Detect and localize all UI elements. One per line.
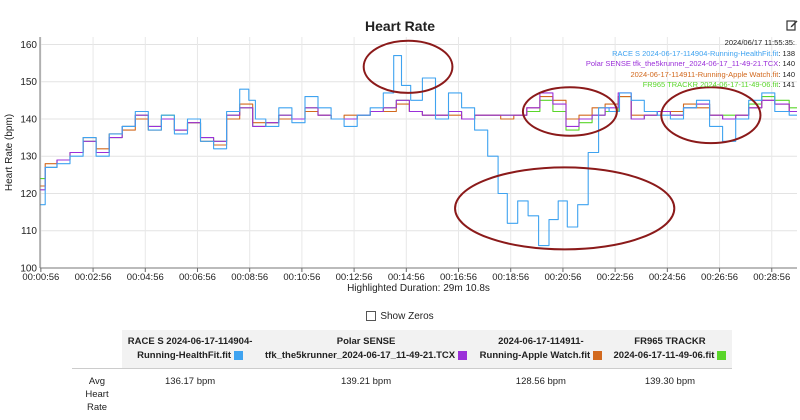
summary-value-fr965: 139.30 bpm	[608, 369, 732, 420]
tooltip-series-name: Polar SENSE tfk_the5krunner_2024-06-17_1…	[586, 59, 778, 68]
summary-value-apple: 128.56 bpm	[474, 369, 608, 420]
y-axis-label: Heart Rate (bpm)	[4, 114, 15, 191]
tooltip-row-fr965: FR965 TRACKR 2024-06-17-11-49-06.fit: 14…	[586, 80, 795, 91]
tooltip-row-race-s: RACE S 2024-06-17-114904-Running-HealthF…	[586, 49, 795, 60]
tooltip-series-value: 140	[782, 70, 795, 79]
annotation-circle	[455, 167, 674, 249]
tooltip-time: 2024/06/17 11:55:35:	[586, 38, 795, 49]
tooltip-series-name: FR965 TRACKR 2024-06-17-11-49-06.fit	[643, 80, 779, 89]
summary-value-race-s: 136.17 bpm	[122, 369, 258, 420]
y-tick-label: 150	[20, 77, 37, 88]
summary-header-row: RACE S 2024-06-17-114904-Running-HealthF…	[72, 330, 732, 369]
show-zeros-label: Show Zeros	[380, 311, 433, 322]
tooltip-row-polar: Polar SENSE tfk_the5krunner_2024-06-17_1…	[586, 59, 795, 70]
tooltip-series-value: 140	[782, 59, 795, 68]
y-tick-label: 160	[20, 40, 37, 51]
color-swatch	[717, 351, 726, 360]
hover-tooltip: 2024/06/17 11:55:35: RACE S 2024-06-17-1…	[586, 38, 795, 91]
color-swatch	[458, 351, 467, 360]
x-tick-label: 00:22:56	[597, 272, 634, 283]
x-tick-label: 00:24:56	[649, 272, 686, 283]
x-tick-label: 00:16:56	[440, 272, 477, 283]
x-tick-label: 00:04:56	[127, 272, 164, 283]
y-tick-label: 120	[20, 189, 37, 200]
color-swatch	[593, 351, 602, 360]
x-tick-label: 00:00:56	[22, 272, 59, 283]
x-tick-label: 00:02:56	[75, 272, 112, 283]
tooltip-series-name: 2024-06-17-114911-Running-Apple Watch.fi…	[630, 70, 778, 79]
y-tick-label: 130	[20, 152, 37, 163]
y-tick-label: 140	[20, 114, 37, 125]
x-axis-label: Highlighted Duration: 29m 10.8s	[347, 283, 490, 294]
summary-header-apple: 2024-06-17-114911-Running-Apple Watch.fi…	[474, 330, 608, 369]
tooltip-series-name: RACE S 2024-06-17-114904-Running-HealthF…	[612, 49, 778, 58]
x-tick-label: 00:20:56	[544, 272, 581, 283]
summary-header-race-s: RACE S 2024-06-17-114904-Running-HealthF…	[122, 330, 258, 369]
x-tick-label: 00:12:56	[336, 272, 373, 283]
x-tick-label: 00:26:56	[701, 272, 738, 283]
x-tick-label: 00:10:56	[283, 272, 320, 283]
x-tick-label: 00:06:56	[179, 272, 216, 283]
x-tick-label: 00:18:56	[492, 272, 529, 283]
tooltip-series-value: 141	[782, 80, 795, 89]
show-zeros-checkbox[interactable]	[366, 311, 376, 321]
show-zeros-toggle[interactable]: Show Zeros	[0, 311, 800, 322]
summary-table: RACE S 2024-06-17-114904-Running-HealthF…	[72, 330, 732, 420]
tooltip-row-apple: 2024-06-17-114911-Running-Apple Watch.fi…	[586, 70, 795, 81]
summary-value-polar: 139.21 bpm	[258, 369, 474, 420]
summary-corner-cell	[72, 330, 122, 369]
x-tick-label: 00:14:56	[388, 272, 425, 283]
y-tick-label: 110	[21, 226, 37, 237]
x-tick-label: 00:28:56	[753, 272, 790, 283]
tooltip-series-value: 138	[782, 49, 795, 58]
x-tick-label: 00:08:56	[231, 272, 268, 283]
color-swatch	[234, 351, 243, 360]
